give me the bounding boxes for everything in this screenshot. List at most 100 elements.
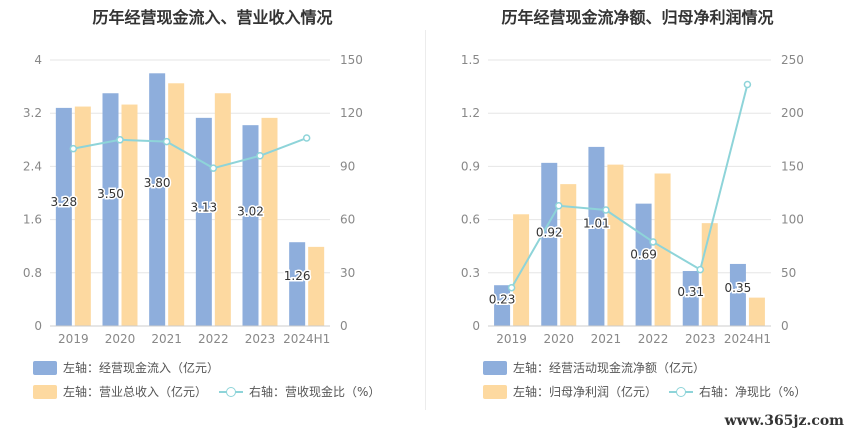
y-left-tick-label: 0.8 xyxy=(23,266,42,280)
y-right-tick-label: 0 xyxy=(781,319,789,333)
y-right-tick-label: 250 xyxy=(781,53,804,67)
line-point xyxy=(69,144,78,153)
x-tick-label: 2022 xyxy=(638,332,669,346)
data-label: 1.01 xyxy=(583,216,610,230)
y-right-tick-label: 100 xyxy=(781,213,804,227)
legend-row: 左轴：归母净利润（亿元） 右轴：净现比（%） xyxy=(483,384,843,400)
y-left-tick-label: 0.9 xyxy=(461,159,480,173)
watermark: www.365jz.com xyxy=(724,413,844,429)
bar xyxy=(588,146,605,326)
chart-panel-left: 历年经营现金流入、营业收入情况 0 0.8 1.6 2.4 3.2 4 0 30 60 90 120… xyxy=(23,8,413,400)
legend-label: 左轴：归母净利润（亿元） xyxy=(513,385,658,399)
y-left-tick-label: 1.5 xyxy=(461,53,480,67)
x-tick-label: 2021 xyxy=(591,332,622,346)
bar xyxy=(261,117,278,326)
bar xyxy=(701,223,718,326)
legend-marker xyxy=(676,387,686,397)
line-point xyxy=(696,265,704,274)
y-right-tick-label: 120 xyxy=(340,106,363,120)
x-tick-label: 2023 xyxy=(685,332,716,346)
data-label: 1.26 xyxy=(284,269,311,283)
legend-swatch xyxy=(33,385,57,399)
y-right-tick-label: 90 xyxy=(340,159,355,173)
y-right-tick-label: 200 xyxy=(781,106,804,120)
x-tick-label: 2020 xyxy=(543,332,574,346)
line-point xyxy=(602,206,610,214)
bar xyxy=(55,107,72,326)
legend-swatch xyxy=(33,361,57,375)
line-point xyxy=(256,152,264,160)
x-tick-label: 2023 xyxy=(245,332,276,346)
bar xyxy=(149,73,166,326)
y-right-tick-label: 60 xyxy=(340,213,355,227)
bar xyxy=(729,263,746,326)
legend-swatch xyxy=(483,361,507,375)
chart-title: 历年经营现金流入、营业收入情况 xyxy=(92,8,333,27)
y-left-tick-label: 1.2 xyxy=(461,106,480,120)
legend-swatch xyxy=(483,385,507,399)
bar xyxy=(494,285,511,326)
y-left-tick-label: 0 xyxy=(34,319,42,333)
series-line xyxy=(73,137,308,170)
data-label: 0.92 xyxy=(536,225,563,239)
y-left-tick-label: 0.6 xyxy=(461,213,480,227)
x-tick-label: 2021 xyxy=(151,332,182,346)
legend-marker xyxy=(226,387,236,397)
line-point xyxy=(555,202,563,210)
series-line xyxy=(510,84,749,289)
line-point xyxy=(162,137,171,146)
bar xyxy=(121,104,138,327)
chart-title: 历年经营现金流净额、归母净利润情况 xyxy=(501,8,774,27)
bar xyxy=(682,271,699,326)
y-left-tick-label: 0.3 xyxy=(461,266,480,280)
chart-svg-right: 0 0.3 0.6 0.9 1.2 1.5 0 50 100 150 200 250 2019 2020 2… xyxy=(461,53,804,346)
x-tick-label: 2019 xyxy=(496,332,527,346)
y-right-tick-label: 50 xyxy=(781,266,796,280)
bar xyxy=(748,297,765,326)
bar xyxy=(102,93,119,326)
legend-label: 右轴：营收现金比（%） xyxy=(249,385,381,399)
bar xyxy=(654,173,671,326)
bar xyxy=(541,162,558,326)
bar xyxy=(289,242,306,326)
legend-label: 左轴：经营活动现金流净额（亿元） xyxy=(513,361,706,375)
y-right-tick-label: 0 xyxy=(340,319,348,333)
y-left-tick-label: 4 xyxy=(34,53,42,67)
legend-row: 左轴：营业总收入（亿元） 右轴：营收现金比（%） xyxy=(33,384,413,400)
y-right-tick-label: 150 xyxy=(340,53,363,67)
line-point xyxy=(209,164,218,172)
data-label: 3.02 xyxy=(237,205,264,219)
bar xyxy=(308,246,325,326)
bar xyxy=(195,117,212,326)
bar xyxy=(635,203,652,326)
legend-label: 右轴：净现比（%） xyxy=(699,385,807,399)
bar xyxy=(607,164,624,326)
panel-divider xyxy=(425,30,426,410)
line-point xyxy=(507,283,516,292)
bar xyxy=(242,125,259,326)
line-point xyxy=(743,80,752,89)
x-tick-label: 2019 xyxy=(58,332,89,346)
data-label: 0.31 xyxy=(677,285,704,299)
data-label: 3.80 xyxy=(144,176,171,190)
chart-panel-right: 历年经营现金流净额、归母净利润情况 0 0.3 0.6 0.9 1.2 1.5 0 50 100… xyxy=(425,0,850,437)
data-label: 3.50 xyxy=(97,187,124,201)
legend-label: 左轴：营业总收入（亿元） xyxy=(63,385,208,399)
y-left-tick-label: 1.6 xyxy=(23,213,42,227)
x-tick-label: 2024H1 xyxy=(283,332,330,346)
bar xyxy=(168,83,185,327)
data-label: 0.23 xyxy=(489,293,516,307)
legend-label: 左轴：经营现金流入（亿元） xyxy=(63,361,220,375)
y-right-tick-label: 30 xyxy=(340,266,355,280)
y-right-tick-label: 150 xyxy=(781,159,804,173)
x-tick-label: 2020 xyxy=(105,332,136,346)
bar xyxy=(560,184,577,326)
x-tick-label: 2022 xyxy=(198,332,229,346)
data-label: 3.13 xyxy=(190,201,217,215)
line-point xyxy=(116,136,124,144)
y-left-tick-label: 2.4 xyxy=(23,159,42,173)
y-left-tick-label: 3.2 xyxy=(23,106,42,120)
line-point xyxy=(649,238,657,246)
data-label: 0.69 xyxy=(630,248,657,262)
x-tick-label: 2024H1 xyxy=(724,332,771,346)
